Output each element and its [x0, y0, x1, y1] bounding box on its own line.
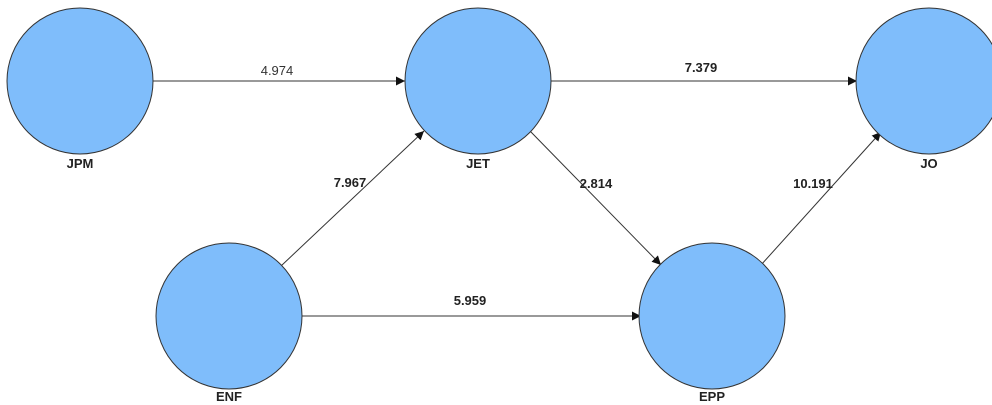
- edge-weight-jpm-jet: 4.974: [261, 63, 294, 78]
- node-label-epp: EPP: [699, 389, 725, 404]
- edge-weight-enf-jet: 7.967: [334, 175, 367, 190]
- node-jet: [404, 7, 552, 155]
- node-enf: [155, 242, 303, 390]
- edge-epp-jo: [760, 131, 882, 266]
- node-label-enf: ENF: [216, 389, 242, 404]
- node-jo: [855, 7, 992, 155]
- node-label-jo: JO: [920, 156, 937, 171]
- edge-weight-enf-epp: 5.959: [454, 293, 487, 308]
- edge-weight-jet-epp: 2.814: [580, 176, 613, 191]
- node-label-jpm: JPM: [67, 156, 94, 171]
- edge-jet-epp: [529, 130, 662, 266]
- edge-weight-epp-jo: 10.191: [793, 176, 833, 191]
- node-epp: [638, 242, 786, 390]
- edge-enf-jet: [280, 130, 425, 267]
- node-jpm: [6, 7, 154, 155]
- edge-weight-jet-jo: 7.379: [685, 60, 718, 75]
- node-label-jet: JET: [466, 156, 490, 171]
